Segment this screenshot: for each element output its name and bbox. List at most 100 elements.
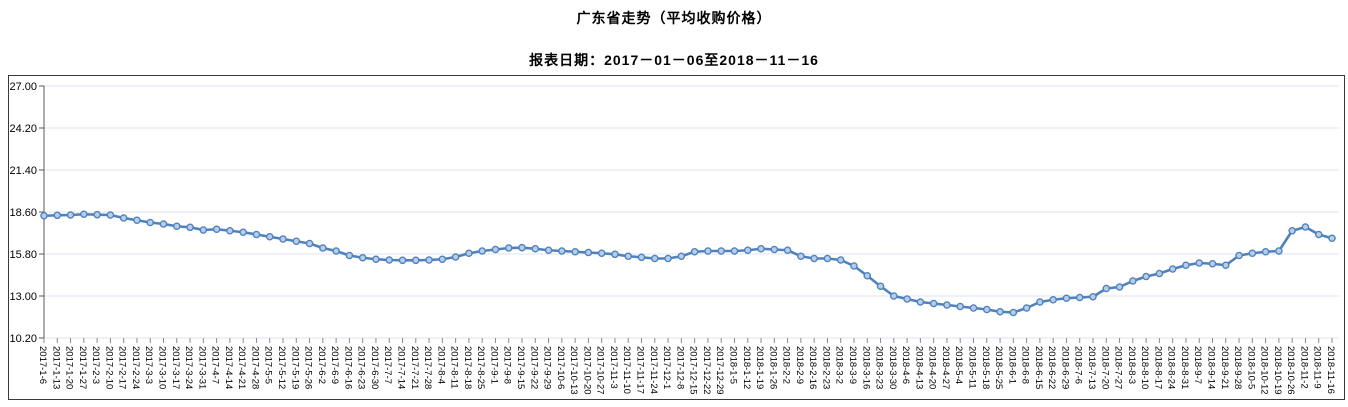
- data-point-marker: [597, 249, 606, 258]
- x-axis-label: 2017-9-8: [502, 346, 513, 384]
- data-point-marker: [531, 244, 540, 253]
- x-axis-label: 2017-7-7: [382, 346, 393, 384]
- x-axis-label: 2017-1-13: [50, 346, 61, 389]
- x-axis-label: 2018-1-19: [754, 346, 765, 389]
- data-point-marker: [332, 247, 340, 255]
- data-point-marker: [93, 210, 101, 219]
- x-axis-label: 2018-8-10: [1139, 346, 1150, 389]
- x-axis-label: 2018-8-3: [1126, 346, 1137, 384]
- data-point-marker: [491, 245, 500, 254]
- data-point-marker: [916, 298, 925, 306]
- y-axis-label: 10.20: [9, 333, 37, 345]
- data-point-marker: [53, 211, 62, 220]
- data-point-marker: [358, 253, 367, 262]
- data-point-marker: [996, 307, 1004, 316]
- x-axis-label: 2017-11-10: [621, 346, 632, 394]
- data-point-marker: [1328, 234, 1336, 243]
- x-axis-label: 2017-1-20: [64, 346, 75, 389]
- data-point-marker: [305, 239, 314, 248]
- data-point-marker: [106, 211, 115, 219]
- data-point-marker: [611, 250, 619, 259]
- data-point-marker: [929, 299, 938, 308]
- data-point-marker: [1075, 293, 1084, 302]
- y-axis-label: 24.20: [9, 123, 37, 135]
- x-axis-label: 2017-5-12: [276, 346, 287, 389]
- x-axis-label: 2017-12-22: [701, 346, 712, 395]
- x-axis-label: 2018-3-9: [847, 346, 858, 384]
- data-point-marker: [624, 252, 633, 261]
- data-point-marker: [743, 246, 752, 255]
- x-axis-label: 2018-9-14: [1205, 346, 1216, 389]
- data-point-marker: [1248, 249, 1257, 258]
- x-axis-label: 2017-10-6: [555, 346, 566, 389]
- data-point-marker: [1062, 294, 1071, 303]
- data-point-marker: [385, 256, 394, 264]
- data-point-marker: [252, 230, 261, 239]
- x-axis-label: 2017-12-29: [714, 346, 725, 395]
- data-point-marker: [199, 226, 208, 234]
- data-point-marker: [265, 232, 274, 241]
- data-point-marker: [478, 247, 486, 255]
- data-point-marker: [292, 237, 301, 246]
- data-point-marker: [159, 220, 168, 228]
- data-point-marker: [186, 223, 194, 232]
- x-axis-label: 2017-4-14: [223, 346, 234, 389]
- y-axis-label: 27.00: [9, 81, 37, 93]
- data-point-marker: [863, 271, 872, 280]
- x-axis-label: 2018-7-13: [1086, 346, 1097, 389]
- x-axis-label: 2018-6-22: [1046, 346, 1057, 389]
- y-axis-label: 13.00: [9, 291, 37, 303]
- data-point-marker: [797, 252, 805, 261]
- x-axis-label: 2017-9-22: [528, 346, 539, 389]
- x-axis-label: 2017-12-8: [674, 346, 685, 389]
- data-point-marker: [1182, 261, 1190, 270]
- x-axis-label: 2017-6-2: [316, 346, 327, 384]
- chart-frame: 27.00 24.20 21.40 18.60 15.80 13.00 10.20 2017-…: [8, 75, 1345, 400]
- data-point-marker: [664, 254, 672, 263]
- x-axis-label: 2018-5-18: [980, 346, 991, 389]
- data-point-marker: [1129, 277, 1137, 285]
- y-axis-label: 15.80: [9, 249, 37, 261]
- data-point-marker: [677, 252, 686, 261]
- x-axis-label: 2017-11-17: [635, 346, 646, 394]
- x-axis-label: 2018-1-26: [767, 346, 778, 389]
- data-point-marker: [1168, 265, 1177, 273]
- x-axis-label: 2018-5-25: [993, 346, 1004, 389]
- x-axis-label: 2017-7-14: [396, 346, 407, 389]
- data-point-marker: [651, 254, 659, 263]
- x-axis-label: 2017-1-27: [77, 346, 88, 389]
- x-axis-label: 2017-3-10: [157, 346, 168, 389]
- x-axis-label: 2017-9-15: [515, 346, 526, 389]
- data-point-marker: [1208, 259, 1217, 268]
- data-point-marker: [544, 246, 553, 255]
- data-point-marker: [279, 235, 287, 243]
- x-axis-label: 2018-7-6: [1073, 346, 1084, 384]
- x-axis-label: 2018-2-16: [807, 346, 818, 389]
- x-axis-label: 2017-5-19: [289, 346, 300, 389]
- x-axis-label: 2018-3-16: [860, 346, 871, 389]
- x-axis-label: 2018-10-12: [1259, 346, 1270, 395]
- data-point-marker: [1275, 247, 1283, 255]
- x-axis-label: 2018-10-19: [1272, 346, 1283, 395]
- x-axis-label: 2017-5-5: [263, 346, 274, 384]
- x-axis-label: 2018-9-28: [1232, 346, 1243, 389]
- x-axis-label: 2018-2-2: [781, 346, 792, 384]
- data-point-marker: [810, 254, 818, 263]
- data-point-marker: [40, 211, 48, 220]
- x-axis-label: 2017-9-1: [488, 346, 499, 384]
- x-axis-label: 2017-10-13: [568, 346, 579, 395]
- data-point-marker: [730, 247, 739, 255]
- x-axis-label: 2017-12-1: [661, 346, 672, 389]
- data-point-marker: [1022, 304, 1031, 312]
- data-point-marker: [66, 211, 75, 219]
- data-point-marker: [319, 244, 327, 252]
- chart-subtitle: 报表日期：2017－01－06至2018－11－16: [529, 52, 819, 68]
- x-axis-label: 2017-2-24: [130, 346, 141, 389]
- x-axis-label: 2018-7-20: [1099, 346, 1110, 389]
- x-axis-label: 2018-8-31: [1179, 346, 1190, 389]
- x-axis-label: 2018-6-1: [1006, 346, 1017, 384]
- x-axis-label: 2017-11-24: [648, 346, 659, 394]
- x-axis-label: 2017-8-25: [475, 346, 486, 389]
- x-axis-label: 2018-6-8: [1020, 346, 1031, 384]
- x-axis-label: 2018-5-11: [966, 346, 977, 389]
